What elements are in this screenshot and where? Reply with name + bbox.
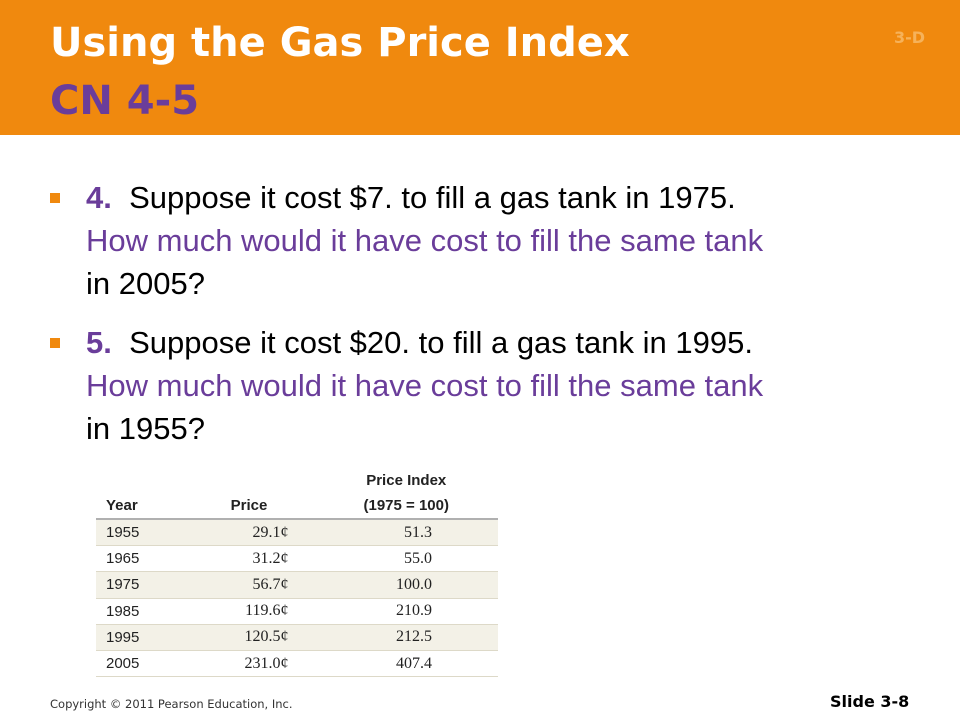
bullet-text: 5. Suppose it cost $20. to fill a gas ta… [86, 321, 928, 450]
bullet-item-5: 5. Suppose it cost $20. to fill a gas ta… [48, 321, 928, 450]
cell-year: 1965 [96, 545, 184, 573]
header-price: Price [183, 493, 315, 520]
cell-price: 29.1¢ [183, 519, 315, 547]
problem-number: 5. [86, 325, 112, 360]
table-row: 1965 31.2¢ 55.0 [96, 545, 498, 573]
table-row: 1975 56.7¢ 100.0 [96, 571, 498, 599]
cell-index: 210.9 [314, 598, 498, 625]
cell-price: 56.7¢ [183, 571, 315, 599]
bullet-item-4: 4. Suppose it cost $7. to fill a gas tan… [48, 176, 928, 305]
cell-index: 51.3 [314, 519, 498, 547]
bullet-square-icon [50, 193, 60, 203]
cell-price: 120.5¢ [183, 624, 315, 651]
cell-index: 55.0 [314, 545, 498, 573]
table-row: 1955 29.1¢ 51.3 [96, 519, 498, 547]
problem-statement: Suppose it cost $7. to fill a gas tank i… [129, 180, 736, 215]
header-index-bottom: (1975 = 100) [314, 493, 498, 520]
slide-number: Slide 3-8 [830, 692, 910, 711]
header-blank [96, 468, 184, 493]
cell-price: 31.2¢ [183, 545, 315, 573]
cell-year: 2005 [96, 650, 184, 678]
header-blank [183, 468, 315, 493]
problem-question: How much would it have cost to fill the … [86, 368, 764, 403]
bullet-list: 4. Suppose it cost $7. to fill a gas tan… [48, 176, 928, 466]
header-index-top: Price Index [314, 468, 498, 493]
cell-price: 119.6¢ [183, 598, 315, 625]
problem-tail: in 2005? [86, 266, 205, 301]
slide-title: Using the Gas Price Index [50, 20, 630, 66]
cell-year: 1995 [96, 624, 184, 651]
cell-year: 1975 [96, 571, 184, 599]
title-banner: Using the Gas Price Index CN 4-5 3-D [0, 0, 960, 135]
problem-number: 4. [86, 180, 112, 215]
copyright-notice: Copyright © 2011 Pearson Education, Inc. [50, 697, 293, 711]
slide-subtitle: CN 4-5 [50, 78, 200, 124]
cell-index: 100.0 [314, 571, 498, 599]
gas-price-table: Price Index Year Price (1975 = 100) 1955… [96, 468, 498, 682]
table-row: 1985 119.6¢ 210.9 [96, 598, 498, 625]
table-row: 1995 120.5¢ 212.5 [96, 624, 498, 651]
cell-index: 407.4 [314, 650, 498, 678]
bullet-square-icon [50, 338, 60, 348]
problem-statement: Suppose it cost $20. to fill a gas tank … [129, 325, 753, 360]
table-header-row: Price Index [96, 468, 498, 493]
cell-price: 231.0¢ [183, 650, 315, 678]
section-number: 3-D [894, 28, 926, 47]
price-index-table: Price Index Year Price (1975 = 100) 1955… [96, 468, 498, 678]
table-row: 2005 231.0¢ 407.4 [96, 650, 498, 678]
cell-index: 212.5 [314, 624, 498, 651]
problem-tail: in 1955? [86, 411, 205, 446]
problem-question: How much would it have cost to fill the … [86, 223, 764, 258]
header-year: Year [96, 493, 184, 520]
table-header-row: Year Price (1975 = 100) [96, 493, 498, 520]
bullet-text: 4. Suppose it cost $7. to fill a gas tan… [86, 176, 928, 305]
cell-year: 1955 [96, 519, 184, 547]
cell-year: 1985 [96, 598, 184, 625]
